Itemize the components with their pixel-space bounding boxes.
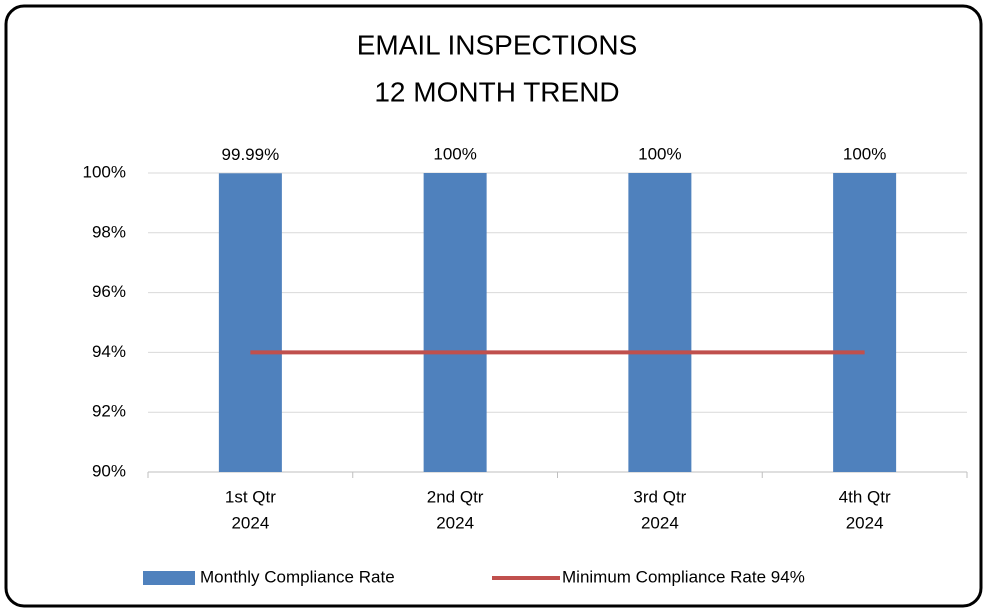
- x-tick-label: 2024: [436, 513, 474, 532]
- x-tick-label: 4th Qtr: [839, 487, 891, 506]
- x-tick-label: 2024: [231, 513, 269, 532]
- y-tick-label: 100%: [83, 162, 126, 181]
- data-label: 100%: [638, 144, 681, 163]
- x-tick-label: 2024: [846, 513, 884, 532]
- bar: [423, 173, 487, 472]
- bar: [628, 173, 692, 472]
- x-tick-label: 2024: [641, 513, 679, 532]
- chart-title: 12 MONTH TREND: [374, 76, 619, 107]
- legend-label: Minimum Compliance Rate 94%: [562, 567, 805, 586]
- y-tick-label: 98%: [92, 222, 126, 241]
- data-label: 99.99%: [222, 145, 280, 164]
- bar: [833, 173, 897, 472]
- y-tick-label: 92%: [92, 402, 126, 421]
- y-tick-label: 90%: [92, 461, 126, 480]
- legend-swatch: [143, 571, 195, 585]
- x-tick-label: 1st Qtr: [225, 487, 276, 506]
- chart-title: EMAIL INSPECTIONS: [357, 29, 638, 60]
- x-tick-label: 3rd Qtr: [633, 487, 686, 506]
- bar: [218, 173, 282, 472]
- legend-label: Monthly Compliance Rate: [200, 567, 395, 586]
- data-label: 100%: [843, 144, 886, 163]
- data-label: 100%: [433, 144, 476, 163]
- y-tick-label: 96%: [92, 282, 126, 301]
- x-tick-label: 2nd Qtr: [427, 487, 484, 506]
- y-tick-label: 94%: [92, 342, 126, 361]
